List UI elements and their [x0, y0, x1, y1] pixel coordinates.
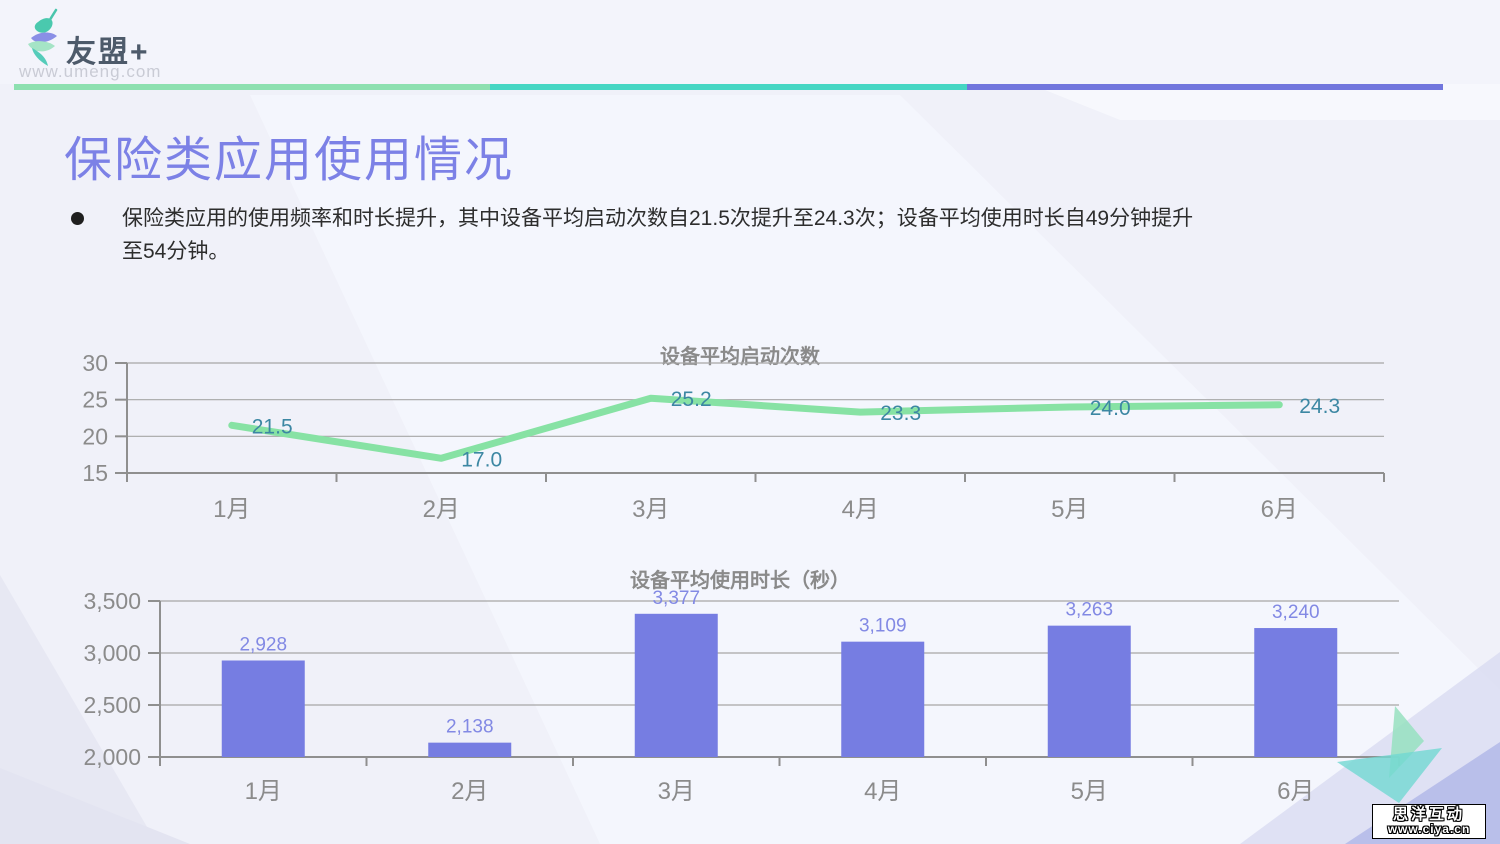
data-label: 3,240	[1272, 602, 1320, 623]
x-tick-label: 4月	[864, 778, 901, 805]
header: 友盟+ www.umeng.com	[0, 0, 1500, 84]
x-tick-label: 1月	[213, 496, 250, 523]
bullet-icon	[71, 212, 84, 225]
data-labels: 21.5 17.0 25.2 23.3 24.0 24.3	[252, 388, 1340, 471]
data-label: 3,109	[859, 616, 907, 637]
data-label: 21.5	[252, 415, 293, 438]
data-labels: 2,928 2,138 3,377 3,109 3,263 3,240	[239, 588, 1319, 738]
bar-chart: 2,000 2,500 3,000 3,500 1月 2月 3月 4月 5月 6月 2,928 2,1…	[83, 588, 1400, 805]
watermark-url: www.ciya.cn	[1387, 822, 1471, 836]
x-tick-label: 2月	[423, 496, 460, 523]
y-tick-label: 3,500	[83, 588, 141, 614]
x-tick-label: 3月	[658, 778, 695, 805]
bars	[221, 613, 1338, 757]
x-tick-label: 1月	[245, 778, 282, 805]
x-tick-label: 4月	[842, 496, 879, 523]
bar	[1047, 625, 1131, 757]
bar	[1254, 628, 1338, 757]
data-label: 24.3	[1299, 395, 1340, 418]
axes	[159, 601, 1400, 766]
logo-text: 友盟+	[66, 36, 150, 69]
x-tick-label: 6月	[1261, 496, 1298, 523]
bar-chart-title: 设备平均使用时长（秒）	[630, 570, 850, 592]
bar	[221, 660, 305, 757]
data-label: 2,138	[446, 717, 494, 738]
y-tick-label: 2,000	[83, 744, 141, 770]
divider-segment-green	[14, 84, 490, 90]
bar	[841, 641, 925, 757]
x-tick-label: 3月	[632, 496, 669, 523]
logo-url: www.umeng.com	[19, 62, 162, 81]
y-axis-labels: 2,000 2,500 3,000 3,500	[83, 588, 141, 770]
x-tick-label: 6月	[1277, 778, 1314, 805]
data-label: 3,263	[1065, 600, 1113, 621]
line-chart: 15 20 25 30 1月 2月 3月 4月 5月 6月 21.5 17.0 25.2 23.3 24.0…	[82, 350, 1385, 523]
data-label: 24.0	[1090, 397, 1131, 420]
data-label: 3,377	[652, 588, 700, 609]
data-label: 23.3	[880, 402, 921, 425]
bar	[428, 742, 512, 757]
axes	[126, 363, 1385, 482]
bar	[634, 613, 718, 757]
umeng-logo-icon	[28, 8, 58, 66]
watermark-name: 思洋互动	[1392, 806, 1465, 823]
y-tick-label: 3,000	[83, 640, 141, 666]
data-label: 17.0	[461, 448, 502, 471]
divider-segment-purple	[967, 84, 1443, 90]
y-tick-label: 15	[82, 460, 108, 486]
data-label: 2,928	[239, 634, 287, 655]
page-title: 保险类应用使用情况	[64, 134, 515, 187]
divider-segment-teal	[490, 84, 967, 90]
x-axis-labels: 1月 2月 3月 4月 5月 6月	[213, 496, 1298, 523]
bullet-text: 保险类应用的使用频率和时长提升，其中设备平均启动次数自21.5次提升至24.3次…	[122, 202, 1442, 268]
y-tick-label: 25	[82, 387, 108, 413]
watermark: 思洋互动 www.ciya.cn	[1372, 804, 1486, 839]
data-label: 25.2	[671, 388, 712, 411]
y-tick-label: 20	[82, 423, 108, 449]
y-tick-label: 30	[82, 350, 108, 376]
bullet-text-line2: 至54分钟。	[122, 240, 230, 263]
gridlines	[115, 362, 1384, 474]
x-tick-label: 2月	[451, 778, 488, 805]
x-tick-label: 5月	[1071, 778, 1108, 805]
x-axis-labels: 1月 2月 3月 4月 5月 6月	[245, 778, 1315, 805]
x-tick-label: 5月	[1051, 496, 1088, 523]
bullet-text-line1: 保险类应用的使用频率和时长提升，其中设备平均启动次数自21.5次提升至24.3次…	[122, 207, 1194, 230]
y-axis-labels: 15 20 25 30	[82, 350, 108, 486]
y-tick-label: 2,500	[83, 692, 141, 718]
gridlines	[148, 600, 1399, 758]
